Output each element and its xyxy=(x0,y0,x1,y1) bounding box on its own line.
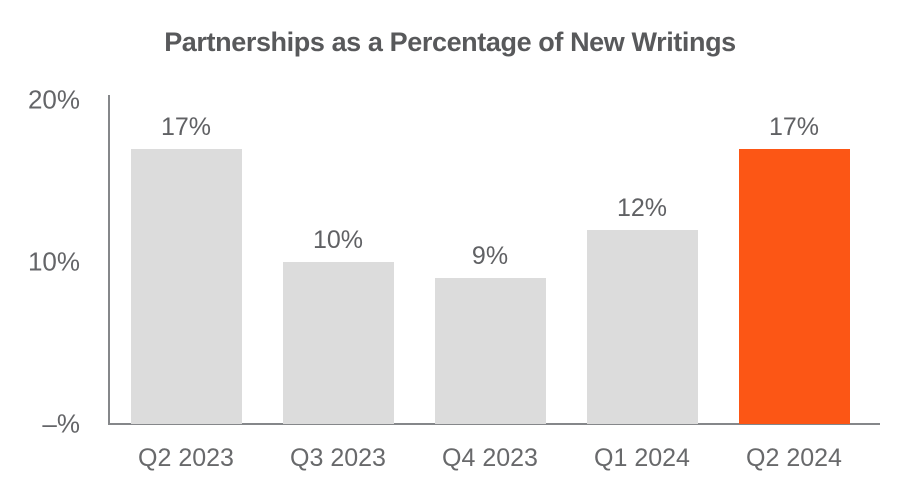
x-tick-label-q3-2023: Q3 2023 xyxy=(290,444,386,472)
bar-value-label-q1-2024: 12% xyxy=(616,193,668,222)
y-tick-label: 20% xyxy=(27,84,80,115)
chart-title: Partnerships as a Percentage of New Writ… xyxy=(164,27,736,57)
x-tick-label-q2-2023: Q2 2023 xyxy=(138,444,234,472)
x-tick-label-q2-2024: Q2 2024 xyxy=(746,444,842,472)
y-axis-line xyxy=(108,95,110,425)
bar-q4-2023 xyxy=(434,278,546,424)
bar-value-label-q2-2024: 17% xyxy=(768,112,820,141)
bar-q2-2023 xyxy=(130,148,242,424)
y-tick-label: –% xyxy=(42,408,80,439)
bar-q2-2024 xyxy=(738,148,850,424)
bar-value-label-q4-2023: 9% xyxy=(471,242,509,271)
x-tick-label-q4-2023: Q4 2023 xyxy=(442,444,538,472)
bar-value-label-q2-2023: 17% xyxy=(160,112,212,141)
x-tick-label-q1-2024: Q1 2024 xyxy=(594,444,690,472)
bar-value-label-q3-2023: 10% xyxy=(312,226,364,254)
bar-q1-2024 xyxy=(586,229,698,424)
bar-q3-2023 xyxy=(282,262,394,424)
x-axis-line xyxy=(108,423,880,425)
y-tick-label: 10% xyxy=(27,246,80,277)
